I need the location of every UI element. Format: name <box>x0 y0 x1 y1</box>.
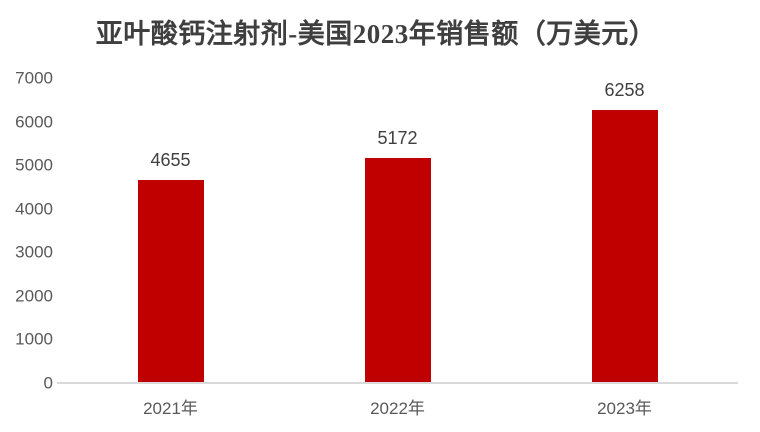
x-axis-line <box>57 382 738 384</box>
x-tick-label: 2023年 <box>597 399 652 418</box>
bar-2022 <box>364 157 431 383</box>
y-tick-label: 6000 <box>15 112 53 132</box>
bar-2021 <box>137 180 204 383</box>
bar-value-label: 5172 <box>377 127 418 148</box>
y-axis: 7000 6000 5000 4000 3000 2000 1000 0 <box>0 70 53 392</box>
chart-title: 亚叶酸钙注射剂-美国2023年销售额（万美元） <box>95 19 657 49</box>
bar-group-2021: 4655 <box>57 78 284 383</box>
x-axis: 2021年 2022年 2023年 <box>57 394 738 419</box>
plot-area: 4655 5172 6258 <box>57 78 738 383</box>
y-tick-label: 3000 <box>15 242 53 262</box>
bar-value-label: 6258 <box>604 80 645 101</box>
bar-group-2022: 5172 <box>284 78 511 383</box>
x-tick-label: 2022年 <box>370 399 425 418</box>
y-tick-label: 0 <box>43 373 53 393</box>
bar-value-label: 4655 <box>150 150 191 171</box>
y-tick-label: 1000 <box>15 329 53 349</box>
y-tick-label: 7000 <box>15 68 53 88</box>
y-tick-label: 2000 <box>15 286 53 306</box>
bar-group-2023: 6258 <box>511 78 738 383</box>
x-tick-label: 2021年 <box>143 399 198 418</box>
bar-2023 <box>591 110 658 383</box>
y-tick-label: 4000 <box>15 199 53 219</box>
y-tick-label: 5000 <box>15 155 53 175</box>
